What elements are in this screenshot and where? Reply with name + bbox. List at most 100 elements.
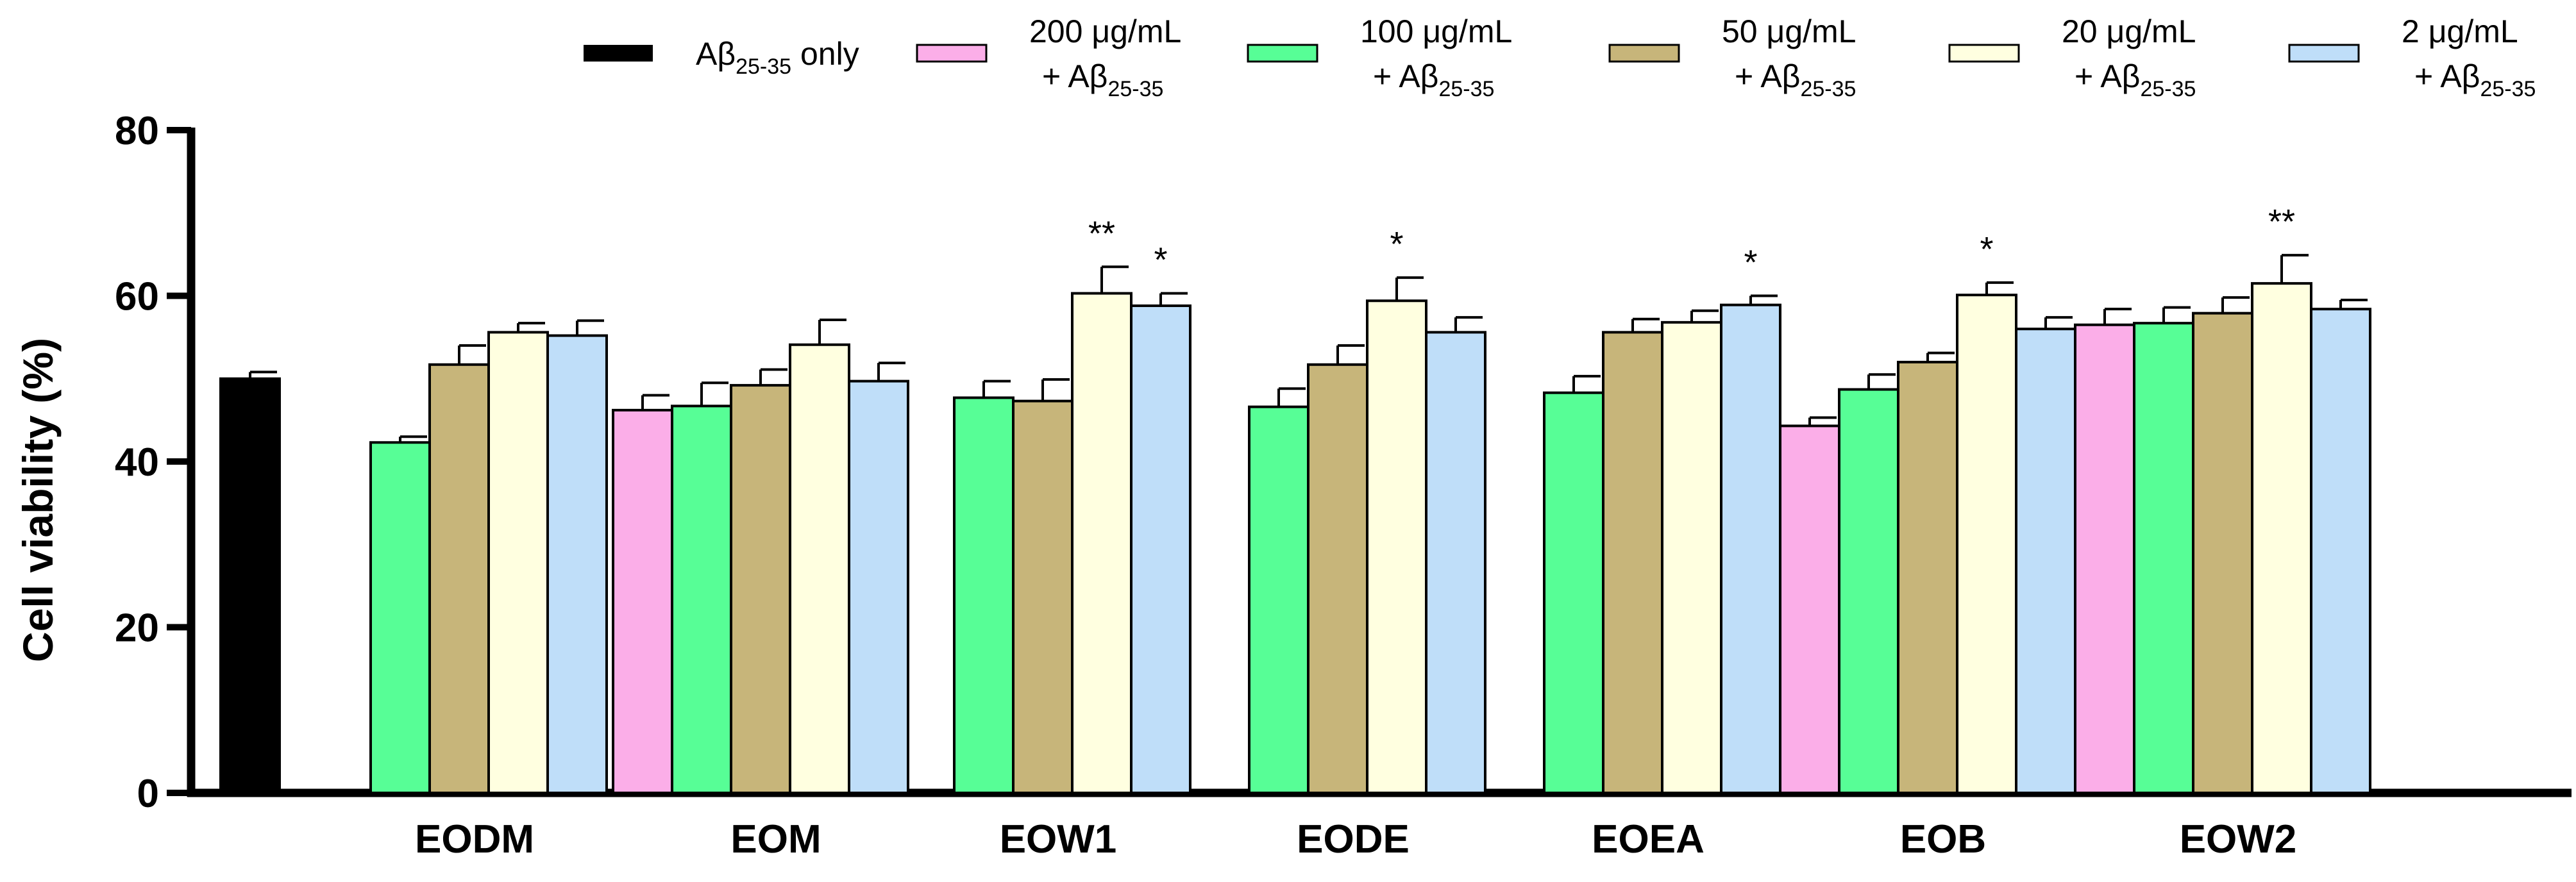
bar-eow2-s3-rect (2192, 312, 2253, 794)
x-category-eom: EOM (730, 817, 821, 861)
bar-eode-s4 (1366, 276, 1427, 794)
x-category-eob: EOB (1900, 817, 1986, 861)
bar-eom-s4 (789, 318, 850, 794)
legend-swatch-1 (916, 44, 988, 63)
bar-eom-s2-rect (671, 404, 732, 794)
bar-eob-s1 (1779, 416, 1840, 794)
bar-eow1-s2 (953, 379, 1014, 794)
bar-eow1-s5-rect (1130, 304, 1191, 794)
bar-eom-s5-rect (848, 379, 909, 794)
bar-eoea-s4 (1661, 309, 1722, 794)
bar-eoea-s5-annotation: * (1744, 244, 1757, 282)
bar-eob-s5-rect (2015, 328, 2076, 794)
bar-eow2-s5 (2310, 298, 2371, 794)
legend-item-2: 100 μg/mL + Aβ25-35 (1247, 13, 1512, 101)
legend-item-5: 2 μg/mL + Aβ25-35 (2288, 13, 2536, 101)
bar-eob-s3 (1897, 351, 1958, 794)
bar-eodm-s4-rect (487, 331, 549, 794)
bar-eode-s3 (1307, 344, 1368, 794)
legend-item-0: Aβ25-35 only (584, 36, 859, 79)
bar-control-rect (219, 377, 281, 794)
bar-eoea-s2 (1543, 374, 1604, 794)
x-category-eow2: EOW2 (2180, 817, 2297, 861)
bar-eode-s5-rect (1425, 331, 1486, 794)
legend-label-line2-5: + Aβ25-35 (2414, 58, 2536, 101)
y-tick-label-60: 60 (115, 275, 159, 319)
y-tick-label-40: 40 (115, 440, 159, 485)
y-tick-label-0: 0 (137, 772, 159, 816)
bar-eom-s3-rect (730, 384, 791, 794)
bar-eodm-s2 (369, 435, 431, 794)
bar-eob-s4 (1956, 281, 2017, 794)
bar-eom-s1 (612, 394, 673, 794)
bar-eob-s4-annotation: * (1980, 230, 1993, 269)
bar-eow2-s1 (2074, 308, 2135, 794)
legend-swatch-4 (1948, 44, 2020, 63)
x-category-eode: EODE (1297, 817, 1410, 861)
bar-eow1-s3 (1012, 378, 1073, 794)
y-axis-title: Cell viability (%) (14, 338, 62, 662)
bar-eode-s2 (1248, 387, 1309, 794)
bar-eom-s3 (730, 368, 791, 794)
legend: Aβ25-35 only 200 μg/mL + Aβ25-35 100 μg/mL +… (584, 13, 2536, 101)
bar-eob-s1-rect (1779, 424, 1840, 794)
bar-eode-s4-rect (1366, 299, 1427, 794)
bar-eow2-s4-rect (2251, 282, 2312, 794)
legend-swatch-3 (1608, 44, 1680, 63)
bar-eom-s1-rect (612, 408, 673, 794)
bar-eow1-s5-annotation: * (1154, 241, 1167, 279)
legend-label-line2-3: + Aβ25-35 (1735, 58, 1856, 101)
legend-item-3: 50 μg/mL + Aβ25-35 (1608, 13, 1856, 101)
bar-eow1-s4 (1071, 265, 1132, 794)
bar-eom-s5 (848, 362, 909, 794)
bar-eob-s5 (2015, 316, 2076, 794)
y-tick-label-20: 20 (115, 606, 159, 651)
bar-eow2-s3 (2192, 296, 2253, 794)
bar-eow1-s4-annotation: ** (1088, 214, 1115, 253)
legend-label-line1-5: 2 μg/mL (2402, 13, 2518, 49)
legend-swatch-2 (1247, 44, 1318, 63)
x-category-eow1: EOW1 (1000, 817, 1117, 861)
bar-eow1-s2-rect (953, 396, 1014, 794)
legend-label-line1-2: 100 μg/mL (1360, 13, 1512, 49)
bar-eow2-s4-annotation: ** (2268, 203, 2295, 241)
bar-eow2-s1-rect (2074, 323, 2135, 794)
legend-label-line2-4: + Aβ25-35 (2075, 58, 2196, 101)
bar-eob-s4-rect (1956, 294, 2017, 794)
bar-eode-s4-annotation: * (1390, 225, 1403, 263)
legend-label-line1-3: 50 μg/mL (1722, 13, 1856, 49)
bar-eom-s4-rect (789, 343, 850, 794)
bar-eob-s3-rect (1897, 360, 1958, 794)
bar-eodm-s5 (546, 319, 608, 794)
bar-eom-s2 (671, 381, 732, 794)
bar-eow2-s4 (2251, 254, 2312, 794)
legend-swatch-5 (2288, 44, 2360, 63)
legend-label-line1-4: 20 μg/mL (2062, 13, 2196, 49)
x-category-eodm: EODM (415, 817, 534, 861)
bar-eode-s2-rect (1248, 405, 1309, 794)
legend-label-line2-2: + Aβ25-35 (1373, 58, 1494, 101)
bar-eodm-s5-rect (546, 334, 608, 794)
bar-eodm-s3-rect (428, 363, 490, 794)
bar-eow1-s5 (1130, 292, 1191, 794)
bar-eow1-s3-rect (1012, 399, 1073, 794)
legend-label-line2-1: + Aβ25-35 (1042, 58, 1163, 101)
bar-control (219, 370, 281, 794)
legend-swatch-0 (584, 45, 653, 62)
bar-eow2-s5-rect (2310, 308, 2371, 794)
y-tick-label-80: 80 (115, 109, 159, 153)
bar-eoea-s5-rect (1720, 303, 1781, 794)
bar-eob-s2 (1838, 373, 1899, 794)
x-category-eoea: EOEA (1592, 817, 1705, 861)
bar-eoea-s3-rect (1602, 331, 1663, 794)
legend-label-line1-1: 200 μg/mL (1029, 13, 1181, 49)
bars: *** * * *** (219, 203, 2371, 794)
bar-eodm-s4 (487, 322, 549, 794)
bar-eodm-s2-rect (369, 441, 431, 794)
legend-item-4: 20 μg/mL + Aβ25-35 (1948, 13, 2196, 101)
bar-eob-s2-rect (1838, 388, 1899, 794)
bar-eow2-s2-rect (2133, 322, 2194, 794)
legend-label-0: Aβ25-35 only (696, 36, 859, 79)
